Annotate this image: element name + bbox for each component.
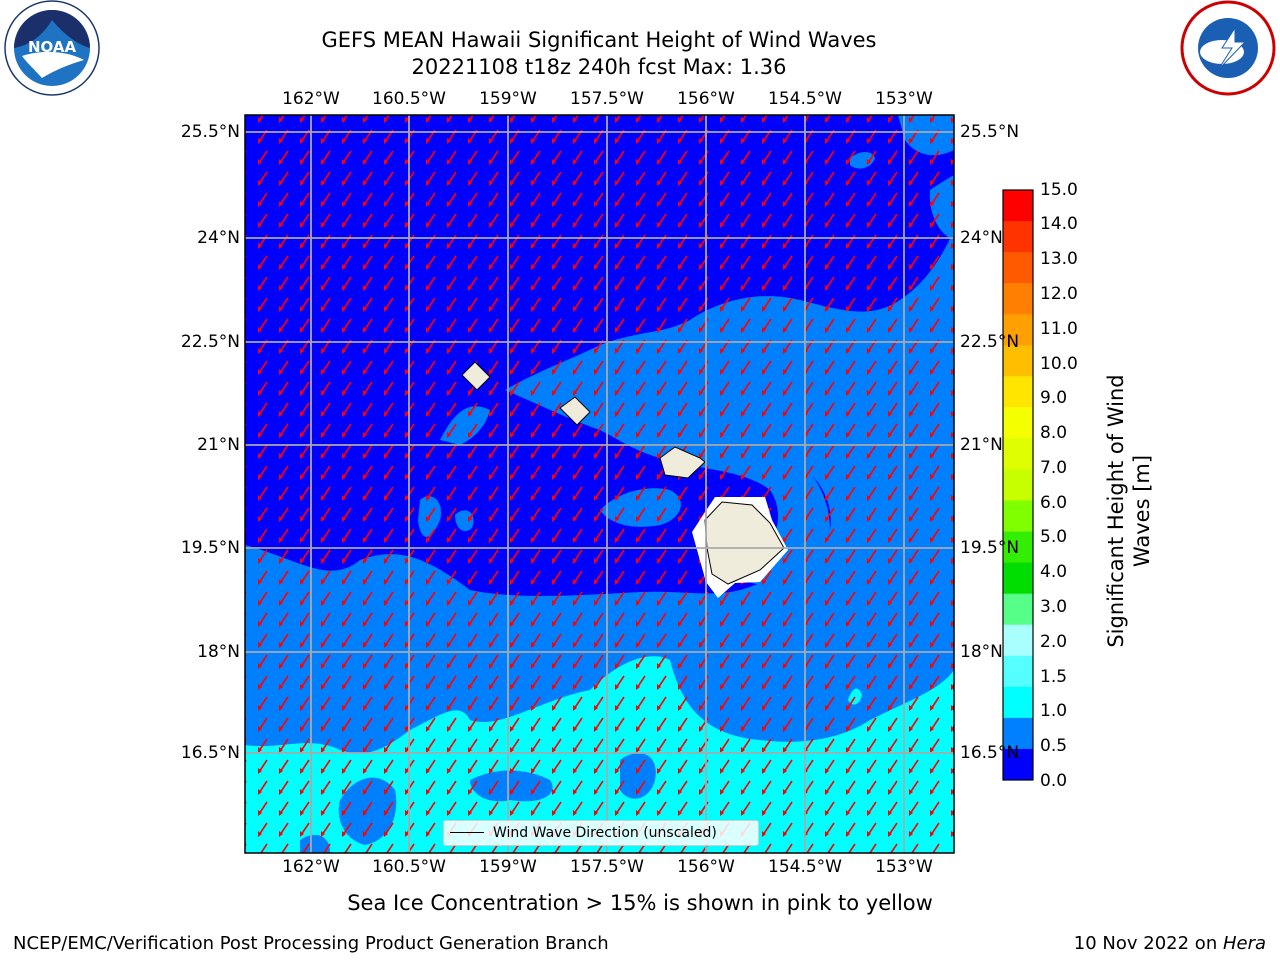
colorbar-tick: 7.0 — [1040, 458, 1068, 478]
colorbar-frame — [1002, 189, 1034, 781]
island-oahu — [559, 396, 591, 426]
colorbar-tick: 3.0 — [1040, 597, 1068, 617]
colorbar-tick: 10.0 — [1040, 354, 1078, 374]
colorbar-swatch — [1003, 221, 1033, 253]
colorbar-swatch — [1003, 314, 1033, 346]
colorbar-tick: 11.0 — [1040, 319, 1078, 339]
colorbar-tick: 13.0 — [1040, 249, 1078, 269]
colorbar-swatch — [1003, 438, 1033, 470]
island-hawaii-land — [704, 501, 785, 585]
lat-tick-right: 21°N — [960, 435, 1003, 455]
lat-tick-left: 18°N — [197, 642, 240, 662]
lon-tick-top: 157.5°W — [570, 89, 644, 109]
colorbar-swatch — [1003, 283, 1033, 315]
colorbar-swatch — [1003, 376, 1033, 408]
lat-tick-right: 16.5°N — [960, 743, 1020, 763]
colorbar-swatch — [1003, 717, 1033, 750]
lon-tick-bottom: 159°W — [479, 857, 537, 877]
colorbar-swatch — [1003, 562, 1033, 595]
colorbar-swatch — [1003, 593, 1033, 626]
colorbar-swatch — [1003, 407, 1033, 439]
map-frame — [244, 114, 955, 854]
lon-tick-top: 154.5°W — [768, 89, 842, 109]
lon-tick-top: 160.5°W — [372, 89, 446, 109]
footer-right: 10 Nov 2022 on Hera — [1074, 933, 1266, 954]
lat-tick-left: 19.5°N — [180, 538, 240, 558]
lon-tick-bottom: 154.5°W — [768, 857, 842, 877]
colorbar-swatch — [1003, 469, 1033, 502]
colorbar-tick: 14.0 — [1040, 214, 1078, 234]
colorbar-swatch — [1003, 655, 1033, 688]
lat-tick-left: 25.5°N — [180, 122, 240, 142]
footer-date: 10 Nov 2022 on — [1073, 933, 1223, 954]
lat-tick-left: 16.5°N — [180, 743, 240, 763]
chart-title-line2: 20221108 t18z 240h fcst Max: 1.36 — [411, 55, 787, 79]
lon-tick-top: 159°W — [479, 89, 537, 109]
lat-tick-right: 25.5°N — [960, 122, 1020, 142]
colorbar-tick: 12.0 — [1040, 284, 1078, 304]
legend-line-swatch — [450, 832, 484, 833]
colorbar-tick: 1.0 — [1040, 701, 1068, 721]
chart-title-line1: GEFS MEAN Hawaii Significant Height of W… — [321, 28, 877, 52]
sea-ice-note: Sea Ice Concentration > 15% is shown in … — [347, 891, 933, 915]
map-legend: Wind Wave Direction (unscaled) — [443, 820, 759, 846]
island-maui — [659, 446, 706, 479]
lat-tick-right: 24°N — [960, 228, 1003, 248]
lon-tick-bottom: 160.5°W — [372, 857, 446, 877]
nws-logo — [1180, 0, 1276, 96]
colorbar-tick: 4.0 — [1040, 562, 1068, 582]
colorbar-swatch — [1003, 252, 1033, 284]
footer-host: Hera — [1222, 933, 1266, 954]
lat-tick-right: 22.5°N — [960, 332, 1020, 352]
colorbar-tick: 6.0 — [1040, 493, 1068, 513]
colorbar-swatch — [1003, 686, 1033, 719]
lon-tick-top: 156°W — [677, 89, 735, 109]
lat-tick-left: 21°N — [197, 435, 240, 455]
colorbar-tick: 0.5 — [1040, 736, 1068, 756]
lat-tick-right: 18°N — [960, 642, 1003, 662]
lon-tick-bottom: 156°W — [677, 857, 735, 877]
lat-tick-left: 24°N — [197, 228, 240, 248]
footer-left: NCEP/EMC/Verification Post Processing Pr… — [13, 933, 609, 954]
lon-tick-bottom: 162°W — [282, 857, 340, 877]
colorbar-tick: 15.0 — [1040, 180, 1078, 200]
colorbar-tick: 8.0 — [1040, 423, 1068, 443]
colorbar-label: Significant Height of Wind Waves [m] — [1104, 374, 1154, 648]
wind-wave-arrows — [245, 115, 954, 853]
lon-tick-bottom: 153°W — [875, 857, 933, 877]
colorbar-tick: 9.0 — [1040, 388, 1068, 408]
lon-tick-top: 153°W — [875, 89, 933, 109]
colorbar-swatch — [1003, 748, 1033, 781]
colorbar-swatch — [1003, 531, 1033, 564]
colorbar-swatch — [1003, 624, 1033, 657]
island-kauai — [461, 361, 491, 391]
colorbar-tick: 2.0 — [1040, 632, 1068, 652]
noaa-logo-text: NOAA — [27, 38, 77, 56]
noaa-logo — [4, 0, 100, 96]
colorbar-swatch — [1003, 190, 1033, 222]
colorbar-swatch — [1003, 500, 1033, 533]
lon-tick-bottom: 157.5°W — [570, 857, 644, 877]
lat-tick-right: 19.5°N — [960, 538, 1020, 558]
colorbar-tick: 5.0 — [1040, 527, 1068, 547]
colorbar-swatch — [1003, 345, 1033, 377]
lat-tick-left: 22.5°N — [180, 332, 240, 352]
legend-label: Wind Wave Direction (unscaled) — [493, 825, 717, 841]
colorbar-tick: 1.5 — [1040, 667, 1068, 687]
graticule — [245, 115, 954, 853]
lon-tick-top: 162°W — [282, 89, 340, 109]
colorbar-tick: 0.0 — [1040, 771, 1068, 791]
colorbar-swatches — [1003, 190, 1033, 781]
